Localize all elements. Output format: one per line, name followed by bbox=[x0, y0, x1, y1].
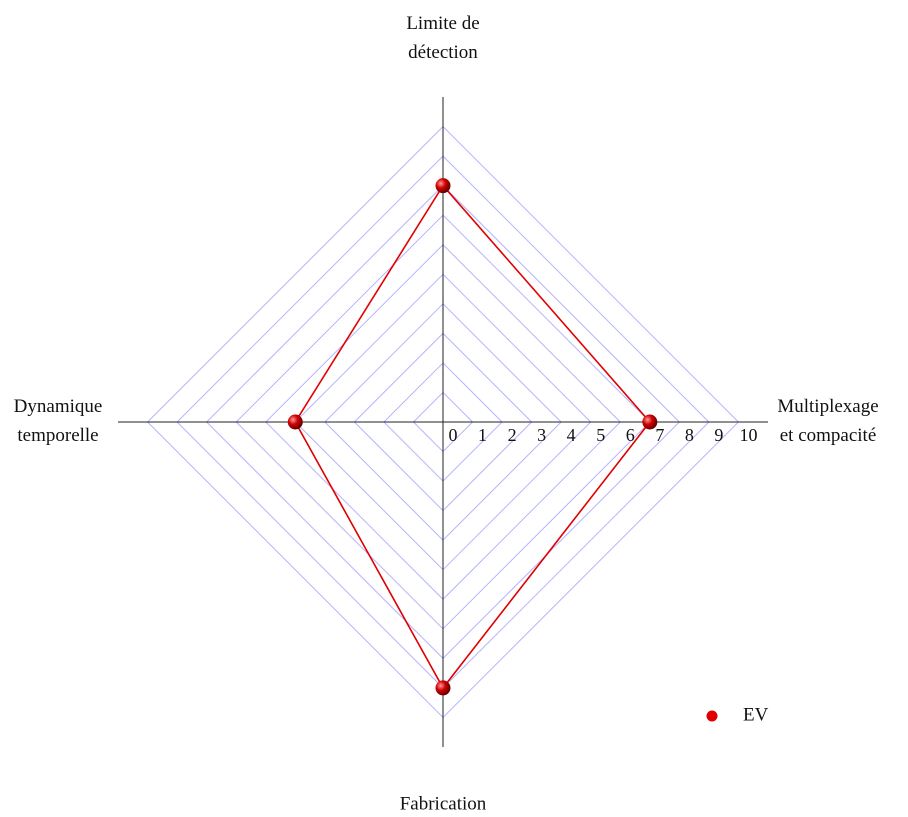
plot: EV bbox=[287, 178, 769, 725]
data-point bbox=[642, 414, 658, 430]
axes: 0 1 2 3 4 5 6 7 8 9 10 Multiplexage et compacité Limi… bbox=[14, 13, 879, 815]
r-tick-label: 3 bbox=[537, 425, 546, 445]
r-tick-label: 0 bbox=[449, 425, 458, 445]
r-tick-label: 4 bbox=[567, 425, 576, 445]
axis-label: temporelle bbox=[17, 425, 98, 446]
r-tick-label: 1 bbox=[478, 425, 487, 445]
data-point bbox=[435, 680, 451, 696]
data-point bbox=[287, 414, 303, 430]
axis-label: Fabrication bbox=[400, 793, 487, 814]
legend-marker bbox=[706, 710, 718, 722]
legend-label: EV bbox=[743, 704, 769, 725]
r-tick-label: 6 bbox=[626, 425, 635, 445]
axis-label: Dynamique bbox=[14, 396, 103, 417]
r-tick-label: 8 bbox=[685, 425, 694, 445]
r-tick-label: 5 bbox=[596, 425, 605, 445]
axis-label: et compacité bbox=[780, 425, 877, 446]
r-tick-label: 10 bbox=[739, 425, 757, 445]
r-tick-label: 7 bbox=[655, 425, 664, 445]
axis-label: détection bbox=[408, 42, 478, 63]
r-tick-label: 9 bbox=[714, 425, 723, 445]
axis-label: Multiplexage bbox=[777, 396, 878, 417]
r-tick-label: 2 bbox=[508, 425, 517, 445]
data-point bbox=[435, 178, 451, 194]
axis-label: Limite de bbox=[406, 13, 479, 34]
